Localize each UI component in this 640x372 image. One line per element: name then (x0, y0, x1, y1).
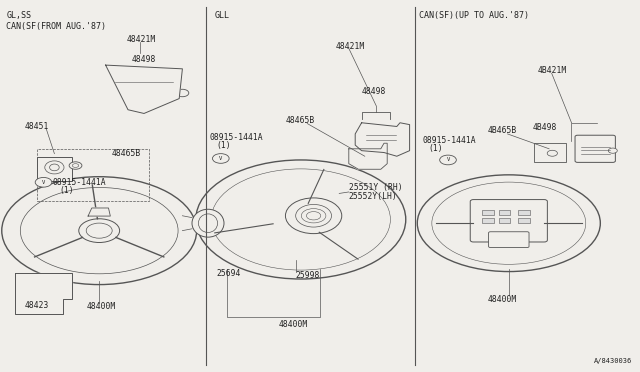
Text: 48498: 48498 (362, 87, 386, 96)
Text: 48400M: 48400M (488, 295, 517, 304)
Text: 4B421M: 4B421M (538, 66, 567, 75)
Text: 08915-1441A: 08915-1441A (210, 133, 264, 142)
Text: (1): (1) (429, 144, 444, 153)
Text: 48421M: 48421M (127, 35, 156, 44)
Circle shape (547, 150, 557, 156)
Circle shape (608, 148, 617, 153)
Text: 08915-1441A: 08915-1441A (422, 136, 476, 145)
Polygon shape (15, 273, 72, 314)
Text: 48451: 48451 (24, 122, 49, 131)
FancyBboxPatch shape (488, 232, 529, 247)
Text: V: V (446, 157, 450, 163)
Text: 25551Y (RH): 25551Y (RH) (349, 183, 403, 192)
Bar (37, 157, 72, 181)
Bar (518, 210, 530, 215)
Polygon shape (88, 208, 110, 216)
Text: GLL: GLL (214, 11, 229, 20)
Ellipse shape (285, 198, 342, 234)
Circle shape (212, 154, 229, 163)
Text: 48465B: 48465B (111, 149, 141, 158)
Bar (499, 218, 511, 223)
Circle shape (69, 162, 82, 169)
Polygon shape (349, 143, 387, 169)
Bar (499, 210, 511, 215)
FancyBboxPatch shape (470, 199, 547, 242)
Text: 25998: 25998 (296, 271, 320, 280)
Text: V: V (42, 180, 45, 185)
Text: 48421M: 48421M (336, 42, 365, 51)
Text: 48423: 48423 (24, 301, 49, 310)
Circle shape (440, 155, 456, 165)
Bar (37, 149, 149, 201)
FancyBboxPatch shape (575, 135, 616, 162)
Bar (518, 218, 530, 223)
Text: 48498: 48498 (131, 55, 156, 64)
Bar (534, 143, 566, 162)
Bar (482, 210, 494, 215)
Text: 48400M: 48400M (278, 320, 308, 329)
Text: V: V (219, 156, 223, 161)
Text: GL,SS
CAN(SF(FROM AUG.'87): GL,SS CAN(SF(FROM AUG.'87) (6, 11, 106, 31)
Circle shape (176, 89, 189, 97)
Text: 4B465B: 4B465B (488, 126, 517, 135)
Ellipse shape (192, 209, 224, 237)
Circle shape (35, 177, 52, 187)
Text: (1): (1) (59, 186, 74, 195)
Text: 08915-1441A: 08915-1441A (52, 178, 106, 187)
Text: 25694: 25694 (216, 269, 241, 278)
Text: 48465B: 48465B (285, 116, 315, 125)
Bar (482, 218, 494, 223)
Polygon shape (106, 65, 182, 113)
Text: 48400M: 48400M (86, 302, 116, 311)
Circle shape (79, 219, 120, 243)
Circle shape (365, 155, 374, 161)
Text: (1): (1) (216, 141, 231, 150)
Text: 25552Y(LH): 25552Y(LH) (349, 192, 397, 201)
Text: CAN(SF)(UP TO AUG.'87): CAN(SF)(UP TO AUG.'87) (419, 11, 529, 20)
Text: 4B498: 4B498 (533, 123, 557, 132)
Polygon shape (355, 123, 410, 156)
Text: A/8430036: A/8430036 (594, 358, 632, 364)
